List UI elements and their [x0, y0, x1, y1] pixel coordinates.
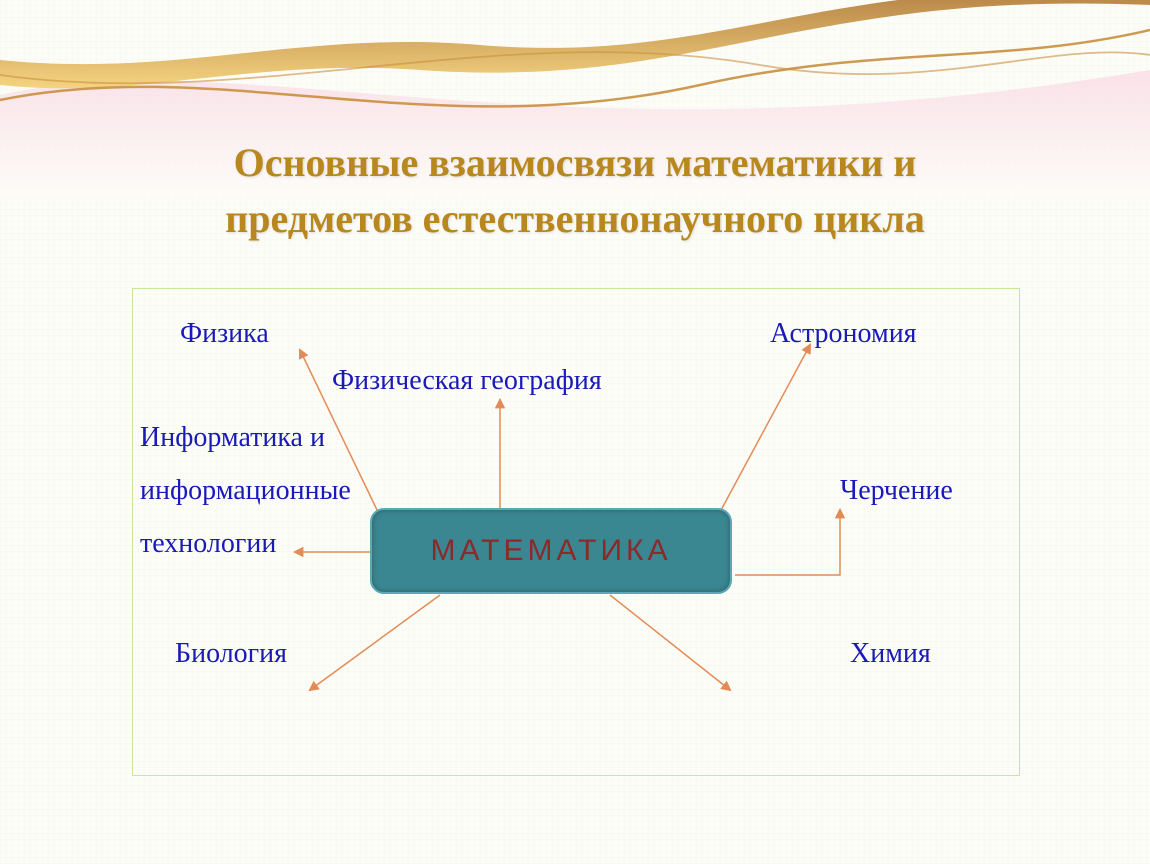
node-drawing: Черчение: [840, 475, 953, 507]
page-title: Основные взаимосвязи математики и предме…: [60, 135, 1090, 247]
title-line-1: Основные взаимосвязи математики и: [234, 140, 917, 185]
node-physics: Физика: [180, 318, 269, 350]
center-node-label: МАТЕМАТИКА: [430, 534, 671, 568]
node-infotech2: информационные: [140, 475, 351, 507]
node-astronomy: Астрономия: [770, 318, 917, 350]
node-chemistry: Химия: [850, 638, 931, 670]
node-infotech3: технологии: [140, 528, 276, 560]
center-node-math: МАТЕМАТИКА: [370, 508, 732, 594]
node-biology: Биология: [175, 638, 287, 670]
node-geography: Физическая география: [332, 365, 602, 397]
title-line-2: предметов естественнонаучного цикла: [225, 196, 925, 241]
node-infotech1: Информатика и: [140, 422, 325, 454]
slide: Основные взаимосвязи математики и предме…: [0, 0, 1150, 864]
